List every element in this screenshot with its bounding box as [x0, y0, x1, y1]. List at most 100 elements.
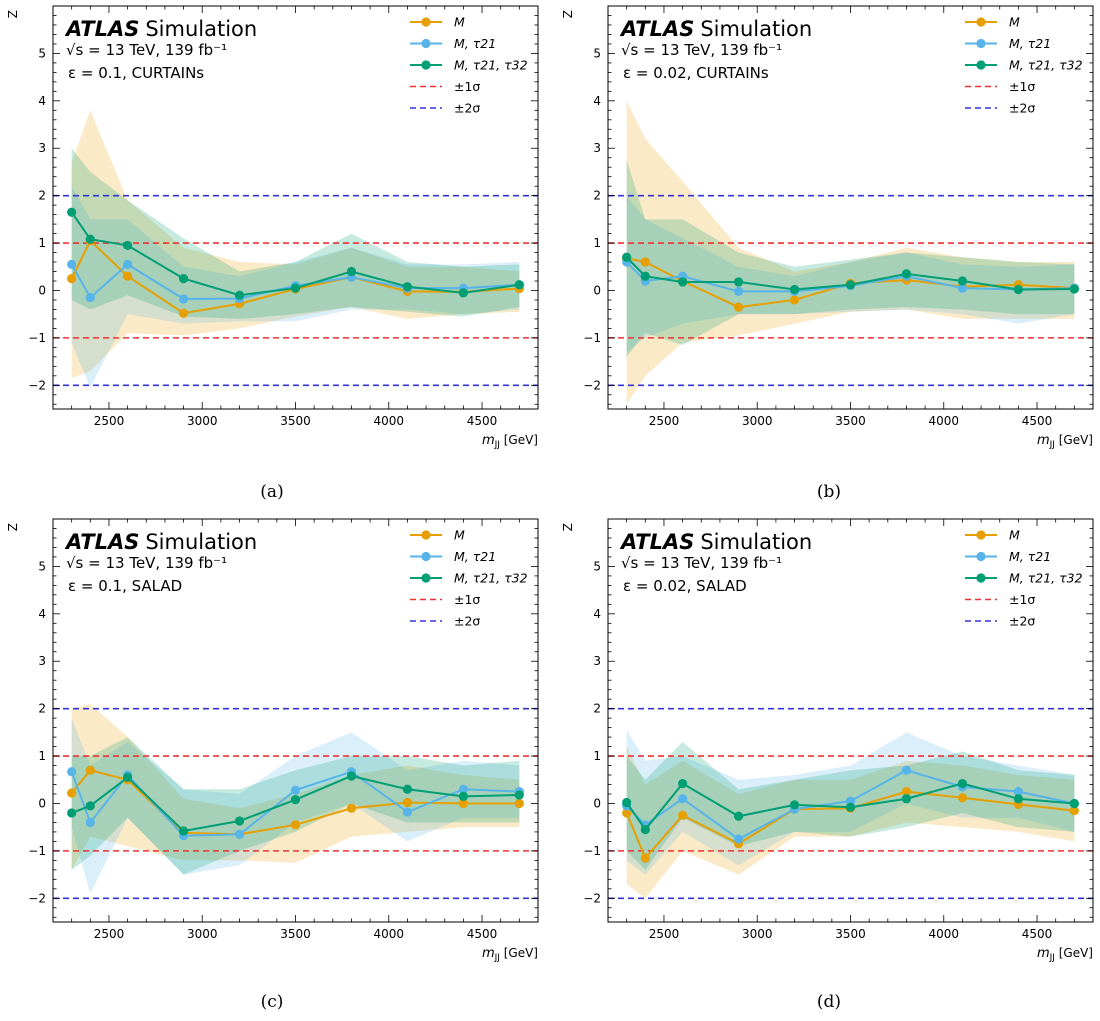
- data-point: [957, 276, 968, 286]
- x-tick-label: 4000: [928, 414, 959, 428]
- data-point: [67, 274, 77, 284]
- atlas-label: ATLAS Simulation: [64, 530, 257, 554]
- y-tick-label: 2: [38, 189, 46, 203]
- legend-entry: ±2σ: [1009, 101, 1035, 116]
- x-tick-label: 3000: [742, 927, 773, 941]
- y-tick-label: 0: [38, 283, 46, 297]
- series-line: [625, 782, 1075, 832]
- experiment-name: ATLAS: [619, 17, 694, 41]
- data-point: [402, 797, 413, 808]
- y-tick-label: 5: [593, 46, 601, 60]
- energy-lumi-text: √s = 13 TeV, 139 fb⁻¹: [66, 554, 227, 572]
- x-tick-label: 3000: [187, 927, 218, 941]
- legend-marker: [976, 38, 986, 49]
- legend-marker: [421, 38, 431, 49]
- legend-entry: M: [454, 15, 465, 30]
- data-point: [640, 271, 650, 281]
- data-point: [789, 284, 800, 295]
- title-suffix: Simulation: [700, 17, 812, 41]
- atlas-label: ATLAS Simulation: [619, 530, 812, 554]
- title-suffix: Simulation: [700, 530, 812, 554]
- panel-caption: (d): [817, 992, 841, 1012]
- data-point: [234, 816, 245, 826]
- x-axis-label: mJJ [GeV]: [1037, 946, 1093, 963]
- x-tick-label: 3500: [280, 414, 311, 428]
- data-point: [123, 240, 133, 251]
- data-point: [1069, 805, 1079, 816]
- legend-marker: [421, 530, 431, 540]
- panel-c: −2 −1 0 1 2 3 4 5 2500 3000 3500 4000 4500 mJJ [GeV] Z…: [6, 518, 539, 1012]
- epsilon-text: ε = 0.1, SALAD: [68, 577, 182, 595]
- epsilon-text: ε = 0.02, SALAD: [623, 577, 747, 595]
- y-tick-label: 3: [38, 141, 46, 155]
- data-point: [640, 824, 650, 835]
- y-tick-label: −1: [583, 331, 601, 345]
- legend-entry: M, τ21: [454, 549, 496, 564]
- data-point: [85, 801, 95, 811]
- y-tick-label: 0: [593, 796, 601, 810]
- x-tick-label: 2500: [94, 414, 125, 428]
- legend-entry: ±1σ: [1009, 79, 1035, 94]
- data-point: [402, 784, 413, 794]
- data-point: [678, 778, 688, 789]
- y-tick-label: 1: [593, 749, 601, 763]
- y-tick-label: 4: [593, 94, 601, 108]
- y-tick-label: 5: [593, 559, 601, 573]
- data-point: [514, 280, 524, 290]
- y-tick-label: 5: [38, 559, 46, 573]
- data-point: [458, 798, 468, 809]
- y-tick-label: 0: [593, 283, 601, 297]
- data-point: [346, 771, 357, 781]
- data-point: [622, 808, 632, 818]
- data-point: [789, 295, 800, 305]
- data-point: [290, 795, 301, 805]
- data-point: [346, 266, 357, 277]
- data-point: [1069, 798, 1079, 809]
- legend-entry: ±2σ: [454, 101, 480, 116]
- series-line: [70, 239, 520, 315]
- data-point: [178, 308, 189, 318]
- x-tick-label: 3000: [742, 414, 773, 428]
- data-point: [290, 283, 301, 293]
- data-point: [178, 274, 189, 284]
- legend: M M, τ21 M, τ21, τ32 ±1σ ±2σ: [410, 528, 528, 629]
- y-tick-label: −2: [28, 891, 46, 905]
- series-line: [70, 770, 520, 837]
- y-tick-label: −1: [583, 844, 601, 858]
- y-tick-label: −2: [583, 378, 601, 392]
- legend-entry: ±1σ: [454, 79, 480, 94]
- data-point: [845, 280, 856, 290]
- series-line: [625, 256, 1075, 291]
- plot-area: [608, 100, 1093, 405]
- y-tick-label: 4: [593, 607, 601, 621]
- panel-caption: (c): [261, 992, 284, 1012]
- data-point: [290, 785, 301, 795]
- y-tick-label: 2: [38, 702, 46, 716]
- x-axis-label: mJJ [GeV]: [1037, 433, 1093, 450]
- legend-marker: [976, 573, 986, 583]
- legend-marker: [976, 551, 986, 562]
- legend: M M, τ21 M, τ21, τ32 ±1σ ±2σ: [965, 15, 1083, 116]
- atlas-label: ATLAS Simulation: [619, 17, 812, 41]
- data-point: [845, 802, 856, 812]
- y-axis-label: Z: [561, 523, 575, 531]
- data-point: [514, 798, 524, 809]
- epsilon-text: ε = 0.02, CURTAINs: [623, 64, 769, 82]
- data-point: [678, 810, 688, 820]
- data-point: [85, 817, 95, 828]
- x-tick-label: 3500: [280, 927, 311, 941]
- data-point: [901, 765, 912, 775]
- data-point: [123, 271, 133, 281]
- y-axis-label: Z: [6, 523, 20, 531]
- uncertainty-band: [626, 160, 1075, 357]
- uncertainty-band: [71, 718, 520, 894]
- legend-entry: ±1σ: [454, 592, 480, 607]
- energy-lumi-text: √s = 13 TeV, 139 fb⁻¹: [66, 41, 227, 59]
- data-point: [957, 283, 968, 293]
- data-point: [733, 834, 744, 844]
- x-tick-label: 3500: [835, 927, 866, 941]
- data-point: [1069, 284, 1079, 294]
- x-tick-label: 3500: [835, 414, 866, 428]
- data-point: [640, 257, 650, 267]
